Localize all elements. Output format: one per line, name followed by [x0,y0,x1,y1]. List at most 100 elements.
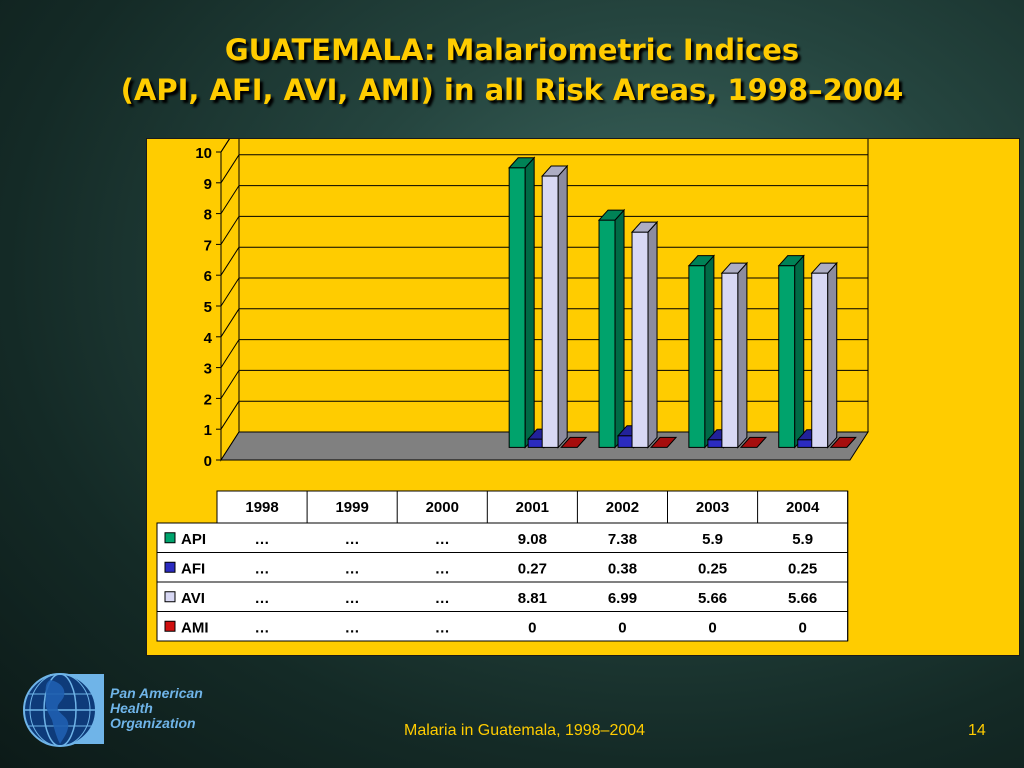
x-tick-label: 2003 [696,499,729,516]
x-tick-label: 2000 [426,499,459,516]
bar-ami-2003 [739,436,768,448]
bar-api-2003 [687,254,716,449]
gridline-side [220,277,240,307]
legend-label-api: API [181,531,206,548]
data-label: … [435,531,450,548]
bar-side [737,261,748,449]
legend-label-ami: AMI [181,619,209,636]
bar-top [560,436,588,448]
gridline-side [220,216,240,245]
y-tick-label: 3 [204,361,212,378]
bar-front [598,219,616,448]
bar-side [614,208,625,449]
bar-ami-2001 [560,436,588,448]
slide-title: GUATEMALA: Malariometric Indices (API, A… [0,30,1024,110]
bar-avi-2003 [720,261,749,449]
bar-top [630,221,659,233]
data-label: … [345,560,360,577]
legend-swatch-ami [164,620,176,632]
data-label: … [345,531,360,548]
data-label: 0 [708,619,716,636]
org-line-2: Health [110,700,153,716]
bar-api-2004 [777,254,805,449]
y-tick-label: 1 [204,422,212,439]
gridline-side [220,370,240,399]
bar-top [810,262,838,274]
x-tick-label: 2004 [786,499,820,516]
bar-top [829,436,857,448]
bar-front [778,265,796,448]
data-label: … [345,590,360,607]
bar-side [647,220,658,449]
x-tick-label: 2002 [606,499,639,516]
data-label: 7.38 [608,531,637,548]
gridline-side [220,400,240,430]
y-tick-label: 7 [204,237,212,254]
data-label: … [435,619,450,636]
gridline-side [220,185,240,214]
gridline-side [220,246,240,276]
title-line-2: (API, AFI, AVI, AMI) in all Risk Areas, … [120,73,904,107]
data-label: 0 [618,619,626,636]
x-tick-label: 1998 [245,499,278,516]
chart-panel: 0 1 2 3 4 5 6 7 8 9 10 1998 1999 2000 2001 2002 2003 2004… [146,138,1020,656]
gridline-side [220,154,240,184]
legend-swatch-afi [164,561,176,573]
y-tick-label: 0 [204,453,212,470]
globe-americas-icon [23,673,97,747]
bar-api-2002 [597,208,626,449]
title-line-1: GUATEMALA: Malariometric Indices [224,33,800,67]
bar-front [541,175,559,448]
org-line-1: Pan American [110,685,203,701]
paho-logo [23,673,104,747]
y-tick-label: 9 [204,176,212,193]
data-label: 0 [798,619,806,636]
table-header-row [216,490,849,524]
gridline-side [220,308,240,338]
org-name: Pan American Health Organization [110,686,250,731]
bar-top [687,255,716,267]
bar-front [688,265,706,448]
data-label: 9.08 [518,531,547,548]
bar-top [597,209,626,221]
bar-side [524,156,535,449]
legend-label-afi: AFI [181,560,205,577]
data-label: 0.27 [518,560,547,577]
bar-front [811,272,829,448]
data-label: 5.9 [702,531,723,548]
data-label: … [255,590,270,607]
data-label: 5.66 [788,590,817,607]
bar-top [720,262,749,274]
bar-front [508,167,526,448]
bar-avi-2002 [630,220,659,449]
legend-label-avi: AVI [181,590,205,607]
page-number: 14 [968,722,986,739]
bar-side [794,254,805,449]
gridline-side [220,139,230,153]
data-label: 0 [528,619,536,636]
data-label: 5.9 [792,531,813,548]
y-tick-label: 6 [204,268,212,285]
data-label: … [435,590,450,607]
bar-top [508,157,536,169]
gridline-side [220,339,240,368]
bar-top [541,165,569,177]
x-tick-label: 1999 [335,499,368,516]
bar-front [631,231,649,448]
y-tick-label: 2 [204,391,212,408]
x-tick-label: 2001 [516,499,549,516]
bar-side [557,164,568,449]
bar-ami-2004 [829,436,857,448]
footer-text: Malaria in Guatemala, 1998–2004 [404,722,646,739]
data-label: … [255,560,270,577]
bar-side [827,261,838,449]
bar-ami-2002 [649,436,678,448]
legend-swatch-api [164,532,176,544]
data-label: 8.81 [518,590,547,607]
bar-top [777,255,805,267]
legend-swatch-avi [164,591,176,603]
data-label: 0.25 [788,560,817,577]
bar-top [649,436,678,448]
bar-chart: 0 1 2 3 4 5 6 7 8 9 10 1998 1999 2000 2001 2002 2003 2004… [156,139,869,642]
bar-side [704,254,715,449]
